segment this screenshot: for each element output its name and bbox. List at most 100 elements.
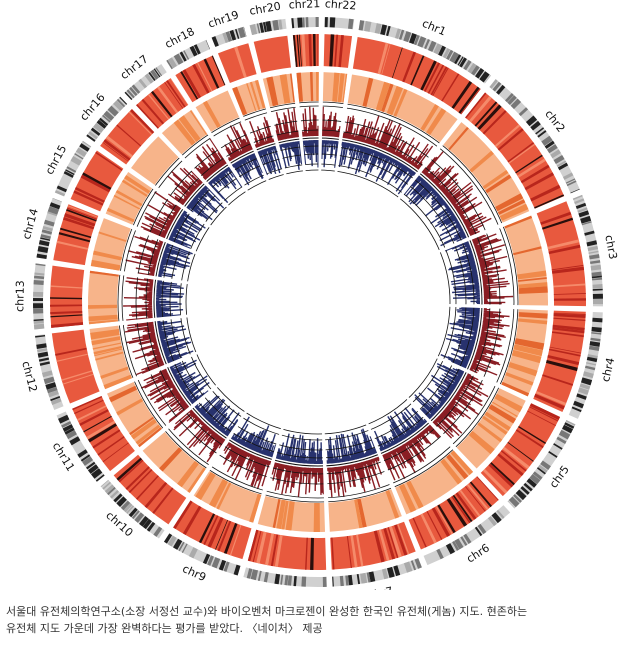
ideogram-band <box>591 332 602 335</box>
heat-inner-band <box>386 85 403 116</box>
heat-inner-band <box>254 80 266 109</box>
ideogram-band <box>250 569 259 581</box>
heat-inner-band <box>375 81 391 112</box>
heat-outer-band <box>431 507 451 537</box>
chromosome-gap <box>130 224 198 255</box>
ideogram-band <box>322 576 327 587</box>
ideogram-band <box>395 28 402 39</box>
heat-inner-band <box>121 179 148 197</box>
heat-outer-band <box>88 423 117 443</box>
heat-inner-band <box>514 338 545 350</box>
ideogram-band <box>467 63 477 74</box>
ideogram-band <box>446 49 454 60</box>
heat-inner-band <box>173 119 196 146</box>
ideogram-band <box>34 272 45 276</box>
chromosome-label: chr5 <box>547 463 572 491</box>
heat-inner-band <box>209 479 228 508</box>
ideogram-band <box>249 24 258 36</box>
ideogram-band <box>427 40 437 52</box>
ideogram-band <box>339 575 344 587</box>
ideogram-band <box>475 68 485 79</box>
ideogram-band <box>40 234 51 240</box>
ideogram-band <box>460 536 468 546</box>
ring-line <box>161 145 475 459</box>
ideogram-band <box>69 436 81 446</box>
ideogram-band <box>144 73 154 84</box>
ideogram-band <box>576 393 587 400</box>
ideogram-band <box>100 479 109 487</box>
heat-outer-band <box>102 142 129 162</box>
heat-outer-band <box>103 139 131 161</box>
ideogram-band <box>452 540 460 551</box>
heat-outer-band <box>520 164 550 184</box>
chromosome-gap <box>118 270 190 285</box>
ideogram-band <box>587 245 599 251</box>
ideogram-band <box>463 60 472 71</box>
heat-inner-band <box>90 328 120 340</box>
chromosome-label: chr1 <box>420 17 448 39</box>
heat-inner-band <box>88 319 118 325</box>
heat-inner-band <box>92 342 122 350</box>
chromosome-label: chr3 <box>602 234 619 261</box>
heat-inner-chr13 <box>88 270 119 325</box>
heat-inner-band <box>477 422 503 443</box>
ideogram-band <box>556 160 567 167</box>
ideogram-band <box>265 21 272 32</box>
heat-inner-band <box>281 500 289 530</box>
heat-inner-band <box>393 88 408 117</box>
ideogram-band <box>33 279 44 286</box>
ideogram-band <box>374 23 382 34</box>
ideogram-band <box>33 323 45 330</box>
heat-outer-band <box>62 216 95 230</box>
ideogram-band <box>589 254 600 260</box>
heat-inner-band <box>495 193 524 212</box>
heat-outer-band <box>310 537 314 570</box>
heat-outer-band <box>217 520 232 552</box>
heat-inner-band <box>505 372 534 386</box>
ideogram-band <box>113 493 123 503</box>
heat-outer-band <box>116 457 143 481</box>
ideogram-band <box>33 291 44 297</box>
ideogram-band <box>246 568 253 579</box>
heat-outer-band <box>430 66 448 96</box>
heat-outer-band <box>66 207 98 220</box>
ideogram-band <box>37 245 49 254</box>
ideogram-band <box>62 424 74 432</box>
ideogram-band <box>150 69 160 80</box>
heat-outer-band <box>507 441 534 462</box>
heat-outer-band <box>83 415 112 433</box>
heat-outer-band <box>229 524 242 556</box>
ideogram-band <box>368 571 376 583</box>
heat-inner-band <box>189 110 208 136</box>
ideogram-band <box>508 496 520 508</box>
heat-outer-band <box>331 537 335 570</box>
heat-inner-band <box>354 499 363 529</box>
ideogram-band <box>590 264 602 271</box>
heat-inner-band <box>398 483 417 513</box>
heat-outer-band <box>553 317 586 321</box>
ideogram-band <box>592 317 603 323</box>
heat-outer-band <box>468 96 492 123</box>
ideogram-band <box>237 27 246 39</box>
heat-outer-band <box>466 483 489 510</box>
ideogram-band <box>256 23 261 34</box>
ideogram-band <box>116 98 126 108</box>
ideogram-band <box>380 24 388 36</box>
heat-inner-band <box>316 71 319 102</box>
ideogram-band <box>116 496 127 507</box>
ideogram-band <box>148 71 156 82</box>
ideogram-band <box>284 575 289 586</box>
heat-outer-band <box>465 92 487 119</box>
ideogram-band <box>403 31 412 43</box>
ideogram-band <box>33 318 44 322</box>
heat-inner-band <box>113 194 141 210</box>
ideogram-band <box>52 198 62 202</box>
ideogram-band <box>592 284 603 289</box>
ideogram-band <box>257 570 262 581</box>
ideogram-band <box>183 50 190 60</box>
ideogram-band <box>587 354 598 359</box>
ideogram-band <box>471 65 480 76</box>
heat-outer-band <box>164 82 184 109</box>
ideogram-band <box>315 16 319 28</box>
ideogram-band <box>124 91 133 101</box>
